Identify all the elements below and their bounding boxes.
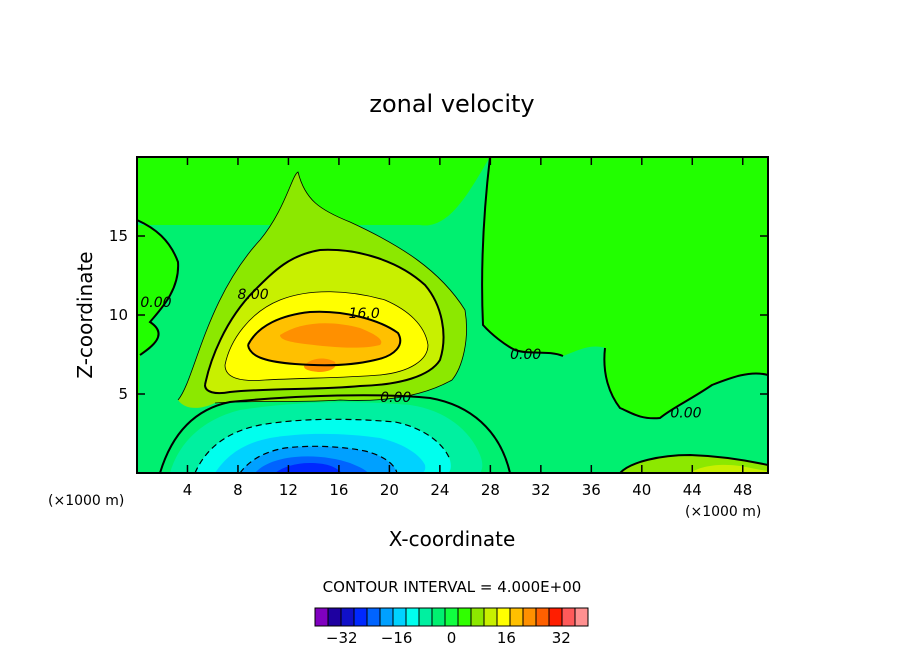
x-axis-ticks: 4 8 12 16 20 24 28 32 36 40 44 48 [183, 157, 752, 499]
contour-label: 0.00 [380, 390, 411, 406]
x-tick-label: 8 [233, 481, 243, 499]
y-axis-label: Z-coordinate [73, 251, 97, 378]
colorbar-swatch [561, 607, 576, 627]
colorbar-tick-label: 0 [447, 629, 457, 647]
colorbar-tick-label: −16 [381, 629, 413, 647]
contour-line-4 [177, 171, 467, 404]
colorbar-swatch [327, 607, 342, 627]
contour-line-8 [204, 248, 445, 395]
colorbar-swatch [418, 607, 433, 627]
colorbar-swatch [535, 607, 550, 627]
contour-interval-text: CONTOUR INTERVAL = 4.000E+00 [323, 578, 582, 596]
colorbar-tick-label: 16 [497, 629, 516, 647]
colorbar-swatch [509, 607, 524, 627]
colorbar [314, 607, 589, 627]
y-tick-label: 15 [109, 227, 128, 245]
x-tick-label: 4 [183, 481, 193, 499]
plot-area: 0.00 8.00 16.0 0.00 0.00 0.00 [137, 157, 768, 473]
contour-line-zero-left [137, 219, 180, 356]
contour-line-zero-lower [159, 394, 511, 473]
colorbar-swatch [340, 607, 355, 627]
chart-title: zonal velocity [369, 90, 534, 118]
y-axis-ticks: 5 10 15 [109, 227, 768, 403]
colorbar-swatch [483, 607, 498, 627]
contour-labels: 0.00 8.00 16.0 0.00 0.00 0.00 [140, 287, 701, 422]
x-tick-label: 36 [582, 481, 601, 499]
x-tick-label: 24 [430, 481, 449, 499]
colorbar-swatch [548, 607, 563, 627]
colorbar-swatch [444, 607, 459, 627]
contour-line-zero-far-right [603, 347, 768, 420]
contour-label: 0.00 [670, 406, 701, 422]
colorbar-swatch [496, 607, 511, 627]
contour-line-minus-16 [239, 445, 398, 473]
contour-line-right-lower [619, 453, 768, 473]
colorbar-swatch [392, 607, 407, 627]
x-tick-label: 48 [733, 481, 752, 499]
contour-fill-plus-20-upper [280, 323, 382, 348]
x-tick-label: 12 [279, 481, 298, 499]
colorbar-swatch [353, 607, 368, 627]
colorbar-swatch [405, 607, 420, 627]
colorbar-swatch [431, 607, 446, 627]
contour-lines [137, 157, 768, 473]
x-unit-label-right: (×1000 m) [685, 504, 761, 520]
x-tick-label: 40 [632, 481, 651, 499]
x-tick-label: 32 [531, 481, 550, 499]
contour-line-12 [224, 291, 429, 381]
x-axis-label: X-coordinate [389, 527, 516, 551]
colorbar-swatch [470, 607, 485, 627]
colorbar-swatch [522, 607, 537, 627]
x-tick-label: 28 [481, 481, 500, 499]
contour-label: 0.00 [140, 295, 171, 311]
colorbar-swatch [379, 607, 394, 627]
contour-line-16 [247, 310, 402, 367]
colorbar-ticks: −32 −16 0 16 32 [326, 629, 571, 647]
x-tick-label: 16 [329, 481, 348, 499]
y-tick-label: 10 [109, 306, 128, 324]
x-unit-label-left: (×1000 m) [48, 493, 124, 509]
contour-fill-plus-8-right [690, 464, 768, 473]
y-tick-label: 5 [118, 385, 128, 403]
x-tick-label: 44 [683, 481, 702, 499]
x-tick-label: 20 [380, 481, 399, 499]
colorbar-swatch [366, 607, 381, 627]
contour-label: 0.00 [510, 347, 541, 363]
colorbar-swatch [314, 607, 329, 627]
colorbar-tick-label: 32 [552, 629, 571, 647]
contour-fill-minus-24 [275, 463, 342, 473]
colorbar-swatch [574, 607, 589, 627]
contour-label: 16.0 [349, 306, 380, 322]
contour-line-zero-right [481, 157, 564, 357]
contour-label: 8.00 [238, 287, 269, 303]
colorbar-swatch [457, 607, 472, 627]
contour-line-minus-8 [194, 418, 451, 473]
colorbar-tick-label: −32 [326, 629, 358, 647]
